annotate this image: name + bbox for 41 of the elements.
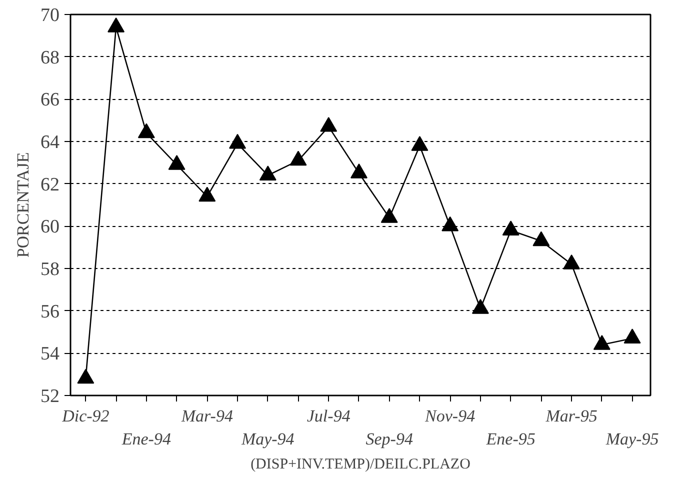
point	[198, 186, 216, 202]
point	[138, 123, 155, 138]
x-axis-title: (DISP+INV.TEMP)/DEILC.PLAZO	[250, 456, 471, 472]
x-tick-label: Mar-94	[180, 406, 234, 426]
x-tick-label: May-94	[240, 429, 295, 448]
point	[350, 164, 368, 178]
y-axis-title: PORCENTAJE	[14, 152, 32, 258]
x-tick-label: Dic-92	[61, 406, 110, 426]
y-tick-label: 52	[40, 386, 60, 407]
point	[532, 231, 550, 246]
point	[563, 254, 580, 270]
x-tick-label: Sep-94	[366, 429, 414, 448]
point	[108, 17, 125, 32]
x-tick-label: May-95	[604, 429, 659, 448]
point	[411, 136, 428, 151]
y-tick-label: 70	[40, 5, 60, 26]
point	[77, 368, 94, 384]
y-tick-label: 68	[40, 47, 60, 68]
y-tick-label: 54	[40, 344, 60, 365]
point	[472, 298, 489, 314]
y-tick-label: 60	[40, 216, 60, 238]
point	[593, 334, 610, 350]
point	[624, 328, 641, 344]
point	[380, 208, 398, 223]
x-tick-label: Jul-94	[306, 406, 351, 426]
x-tick-label: Mar-95	[544, 406, 598, 426]
point	[259, 166, 276, 180]
y-tick-label: 64	[40, 132, 60, 153]
y-tick-label: 62	[40, 174, 60, 196]
x-tick-label: Ene-95	[485, 429, 536, 448]
y-tick-label: 66	[40, 90, 60, 111]
y-tick-label: 58	[40, 259, 60, 280]
point	[229, 134, 246, 149]
point	[442, 216, 459, 232]
point	[168, 155, 186, 170]
x-tick-label: Nov-94	[424, 406, 476, 426]
y-tick-label: 56	[40, 301, 60, 322]
point	[290, 150, 307, 166]
point	[320, 116, 338, 132]
point	[502, 220, 520, 236]
x-tick-label: Ene-94	[120, 429, 172, 448]
